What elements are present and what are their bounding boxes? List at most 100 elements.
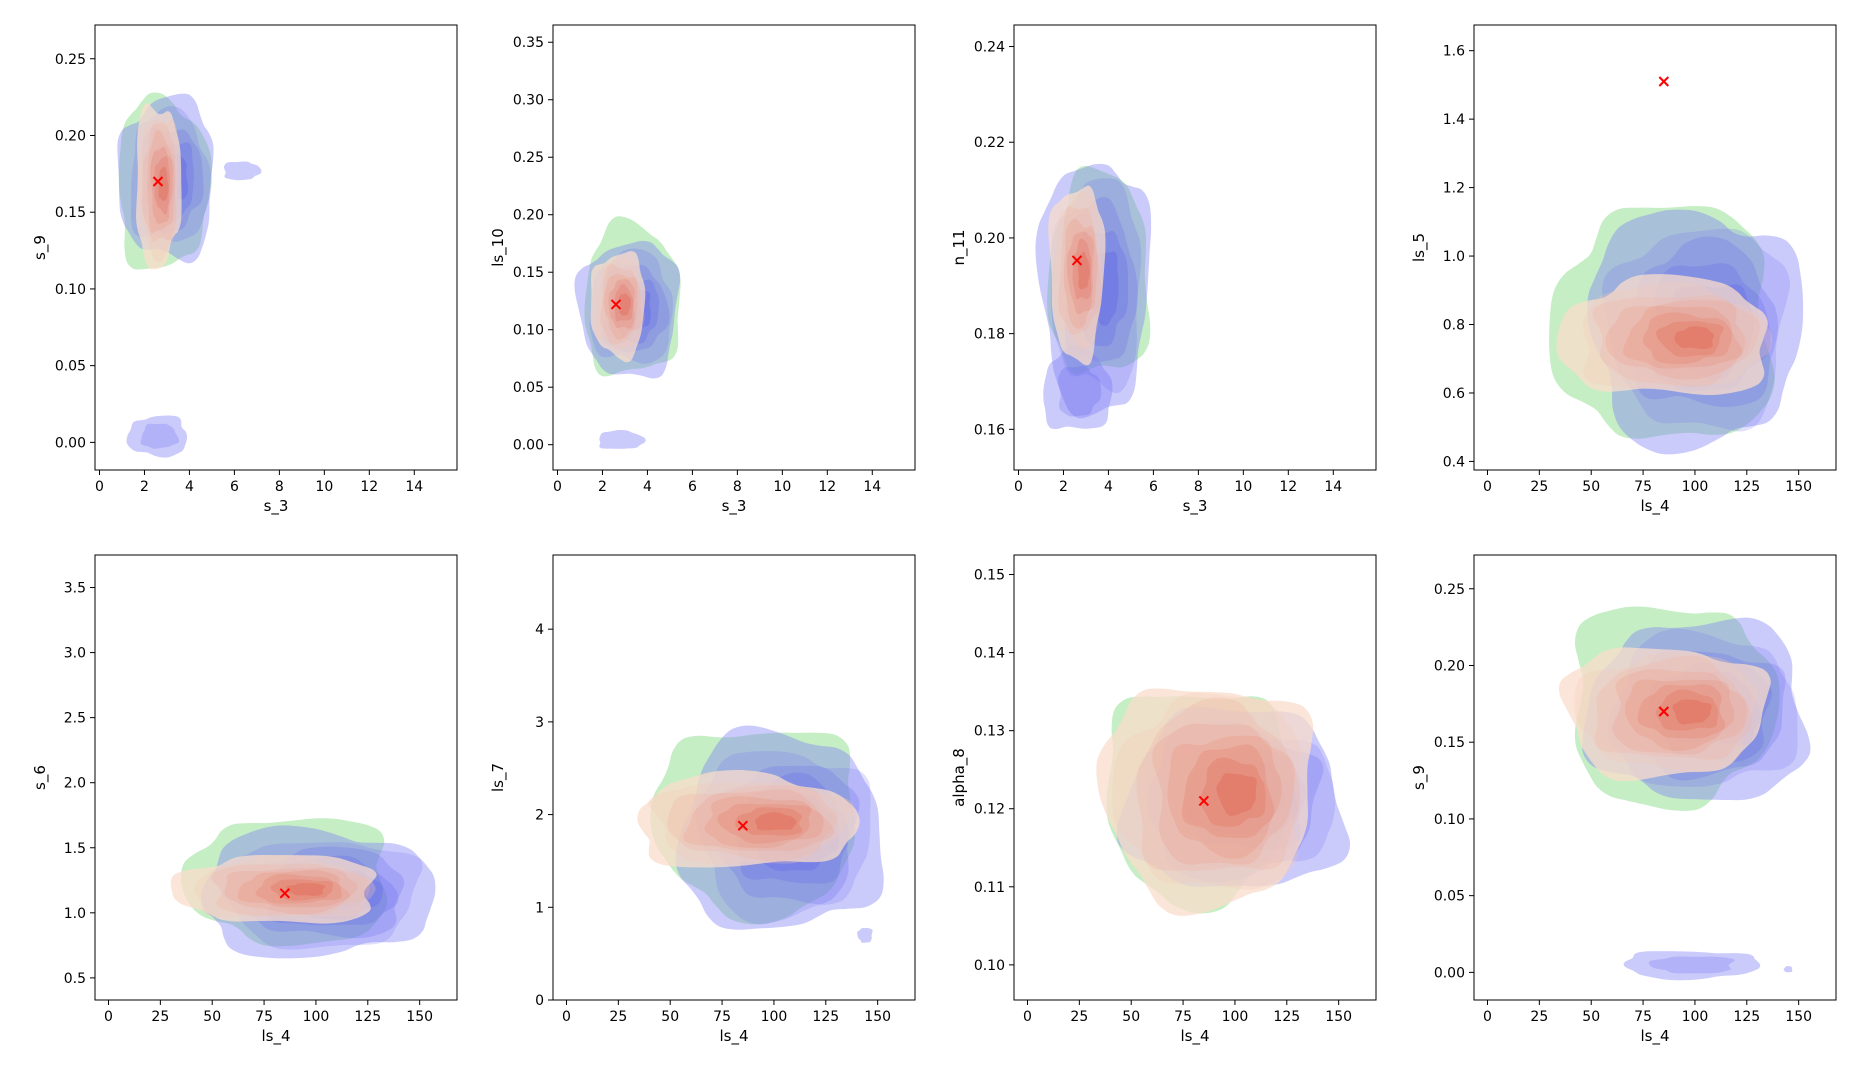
y-tick-label: 0.25 bbox=[513, 150, 544, 166]
x-tick-label: 125 bbox=[1273, 1009, 1300, 1025]
density-contours bbox=[637, 725, 884, 943]
y-tick-label: 0.12 bbox=[974, 802, 1005, 818]
blue-density-level bbox=[599, 430, 646, 449]
red-density-level bbox=[704, 796, 824, 849]
y-tick-label: 0.20 bbox=[55, 128, 86, 144]
red-density-level bbox=[158, 166, 169, 202]
x-tick-label: 50 bbox=[1582, 1009, 1600, 1025]
y-tick-label: 0.15 bbox=[1434, 735, 1465, 751]
red-density-level bbox=[1656, 689, 1719, 731]
y-tick-label: 0.20 bbox=[974, 231, 1005, 247]
reference-marker bbox=[1658, 76, 1670, 87]
subplot-2: 0 2 4 6 8 10 12 14 0.00 0.05 0.10 0.15 0.20 0.25 0.30 0… bbox=[489, 24, 916, 516]
x-tick-label: 0 bbox=[1023, 1009, 1032, 1025]
y-tick-label: 0.5 bbox=[64, 971, 86, 987]
y-tick-label: 0.05 bbox=[513, 380, 544, 396]
density-contours bbox=[1035, 163, 1152, 430]
red-density-level bbox=[1058, 205, 1102, 335]
red-density-level bbox=[1072, 238, 1092, 300]
subplot-6: 0 25 50 75 100 125 150 0 1 2 3 4 ls_4 ls_7 bbox=[489, 554, 916, 1046]
y-tick-label: 0.13 bbox=[974, 724, 1005, 740]
x-tick-label: 10 bbox=[1234, 479, 1252, 495]
red-density-level bbox=[1077, 251, 1090, 290]
y-tick-label: 0.25 bbox=[55, 52, 86, 68]
axes-frame bbox=[1013, 554, 1377, 1001]
blue-density-level bbox=[140, 423, 180, 449]
y-tick-label: 0.05 bbox=[55, 359, 86, 375]
red-density-level bbox=[237, 870, 351, 908]
red-density-level bbox=[614, 284, 634, 322]
x-tick-label: 0 bbox=[95, 479, 104, 495]
density-contours bbox=[1096, 688, 1351, 916]
x-tick-label: 125 bbox=[354, 1009, 381, 1025]
subplot-5: 0 25 50 75 100 125 150 0.5 1.0 1.5 2.0 2.5 3.0 3.5 ls_… bbox=[31, 554, 458, 1046]
x-axis-label: s_3 bbox=[264, 497, 289, 516]
x-tick-label: 150 bbox=[1785, 1009, 1812, 1025]
x-tick-label: 8 bbox=[1194, 479, 1203, 495]
x-tick-label: 6 bbox=[230, 479, 239, 495]
red-density-level bbox=[637, 770, 860, 868]
y-tick-label: 0.6 bbox=[1443, 386, 1465, 402]
subplot-7: 0 25 50 75 100 125 150 0.10 0.11 0.12 0.13 0.14 0.15… bbox=[950, 554, 1377, 1046]
red-density-level bbox=[1605, 299, 1746, 380]
y-tick-label: 0.16 bbox=[974, 422, 1005, 438]
x-tick-label: 10 bbox=[773, 479, 791, 495]
y-tick-label: 1.6 bbox=[1443, 44, 1465, 60]
y-tick-label: 0.20 bbox=[1434, 658, 1465, 674]
y-tick-label: 0.10 bbox=[974, 958, 1005, 974]
red-density-level bbox=[1672, 699, 1712, 725]
reference-marker bbox=[279, 888, 291, 899]
y-tick-label: 0.20 bbox=[513, 208, 544, 224]
y-tick-label: 1.5 bbox=[64, 841, 86, 857]
x-tick-label: 125 bbox=[1733, 479, 1760, 495]
red-density-level bbox=[648, 782, 854, 864]
x-tick-label: 150 bbox=[1785, 479, 1812, 495]
y-tick-label: 2.5 bbox=[64, 711, 86, 727]
red-density-level bbox=[224, 867, 358, 915]
x-tick-label: 4 bbox=[185, 479, 194, 495]
x-axis-label: ls_4 bbox=[1180, 1027, 1209, 1046]
x-tick-label: 0 bbox=[104, 1009, 113, 1025]
red-density-level bbox=[608, 279, 635, 329]
x-tick-label: 75 bbox=[1634, 1009, 1652, 1025]
red-density-level bbox=[1624, 679, 1735, 752]
red-density-level bbox=[1053, 192, 1102, 351]
y-axis-label: s_9 bbox=[1410, 765, 1429, 790]
x-tick-label: 8 bbox=[733, 479, 742, 495]
red-density-level bbox=[1582, 282, 1773, 388]
x-tick-label: 2 bbox=[598, 479, 607, 495]
red-density-level bbox=[1200, 757, 1266, 827]
y-tick-label: 0.22 bbox=[974, 135, 1005, 151]
red-density-level bbox=[1136, 697, 1301, 871]
y-tick-label: 1.0 bbox=[1443, 249, 1465, 265]
x-tick-label: 150 bbox=[406, 1009, 433, 1025]
y-tick-label: 0.00 bbox=[513, 438, 544, 454]
red-density-level bbox=[1152, 723, 1295, 865]
x-tick-label: 25 bbox=[1070, 1009, 1088, 1025]
y-axis-label: s_9 bbox=[31, 235, 50, 260]
y-tick-label: 0.4 bbox=[1443, 454, 1465, 470]
x-tick-label: 14 bbox=[1324, 479, 1342, 495]
blue-density-level bbox=[223, 161, 262, 181]
x-tick-label: 50 bbox=[1122, 1009, 1140, 1025]
density-contours bbox=[170, 818, 436, 959]
subplot-1: 0 2 4 6 8 10 12 14 0.00 0.05 0.10 0.15 0.20 0.25 s_3 s_… bbox=[31, 24, 458, 516]
red-density-level bbox=[1063, 218, 1098, 329]
x-tick-label: 0 bbox=[553, 479, 562, 495]
y-tick-label: 0.30 bbox=[513, 93, 544, 109]
axes-frame bbox=[1473, 554, 1837, 1001]
red-density-level bbox=[667, 785, 838, 861]
blue-density-level bbox=[126, 415, 188, 458]
red-density-level bbox=[1558, 647, 1771, 782]
red-density-level bbox=[194, 855, 376, 918]
y-tick-label: 4 bbox=[535, 622, 544, 638]
y-tick-label: 1.4 bbox=[1443, 112, 1465, 128]
y-tick-label: 0.10 bbox=[513, 323, 544, 339]
x-tick-label: 25 bbox=[151, 1009, 169, 1025]
x-tick-label: 25 bbox=[1530, 1009, 1548, 1025]
y-tick-label: 0.11 bbox=[974, 880, 1005, 896]
red-density-level bbox=[1637, 684, 1726, 739]
x-tick-label: 50 bbox=[203, 1009, 221, 1025]
x-tick-label: 100 bbox=[1682, 479, 1709, 495]
axes-frame bbox=[94, 554, 458, 1001]
